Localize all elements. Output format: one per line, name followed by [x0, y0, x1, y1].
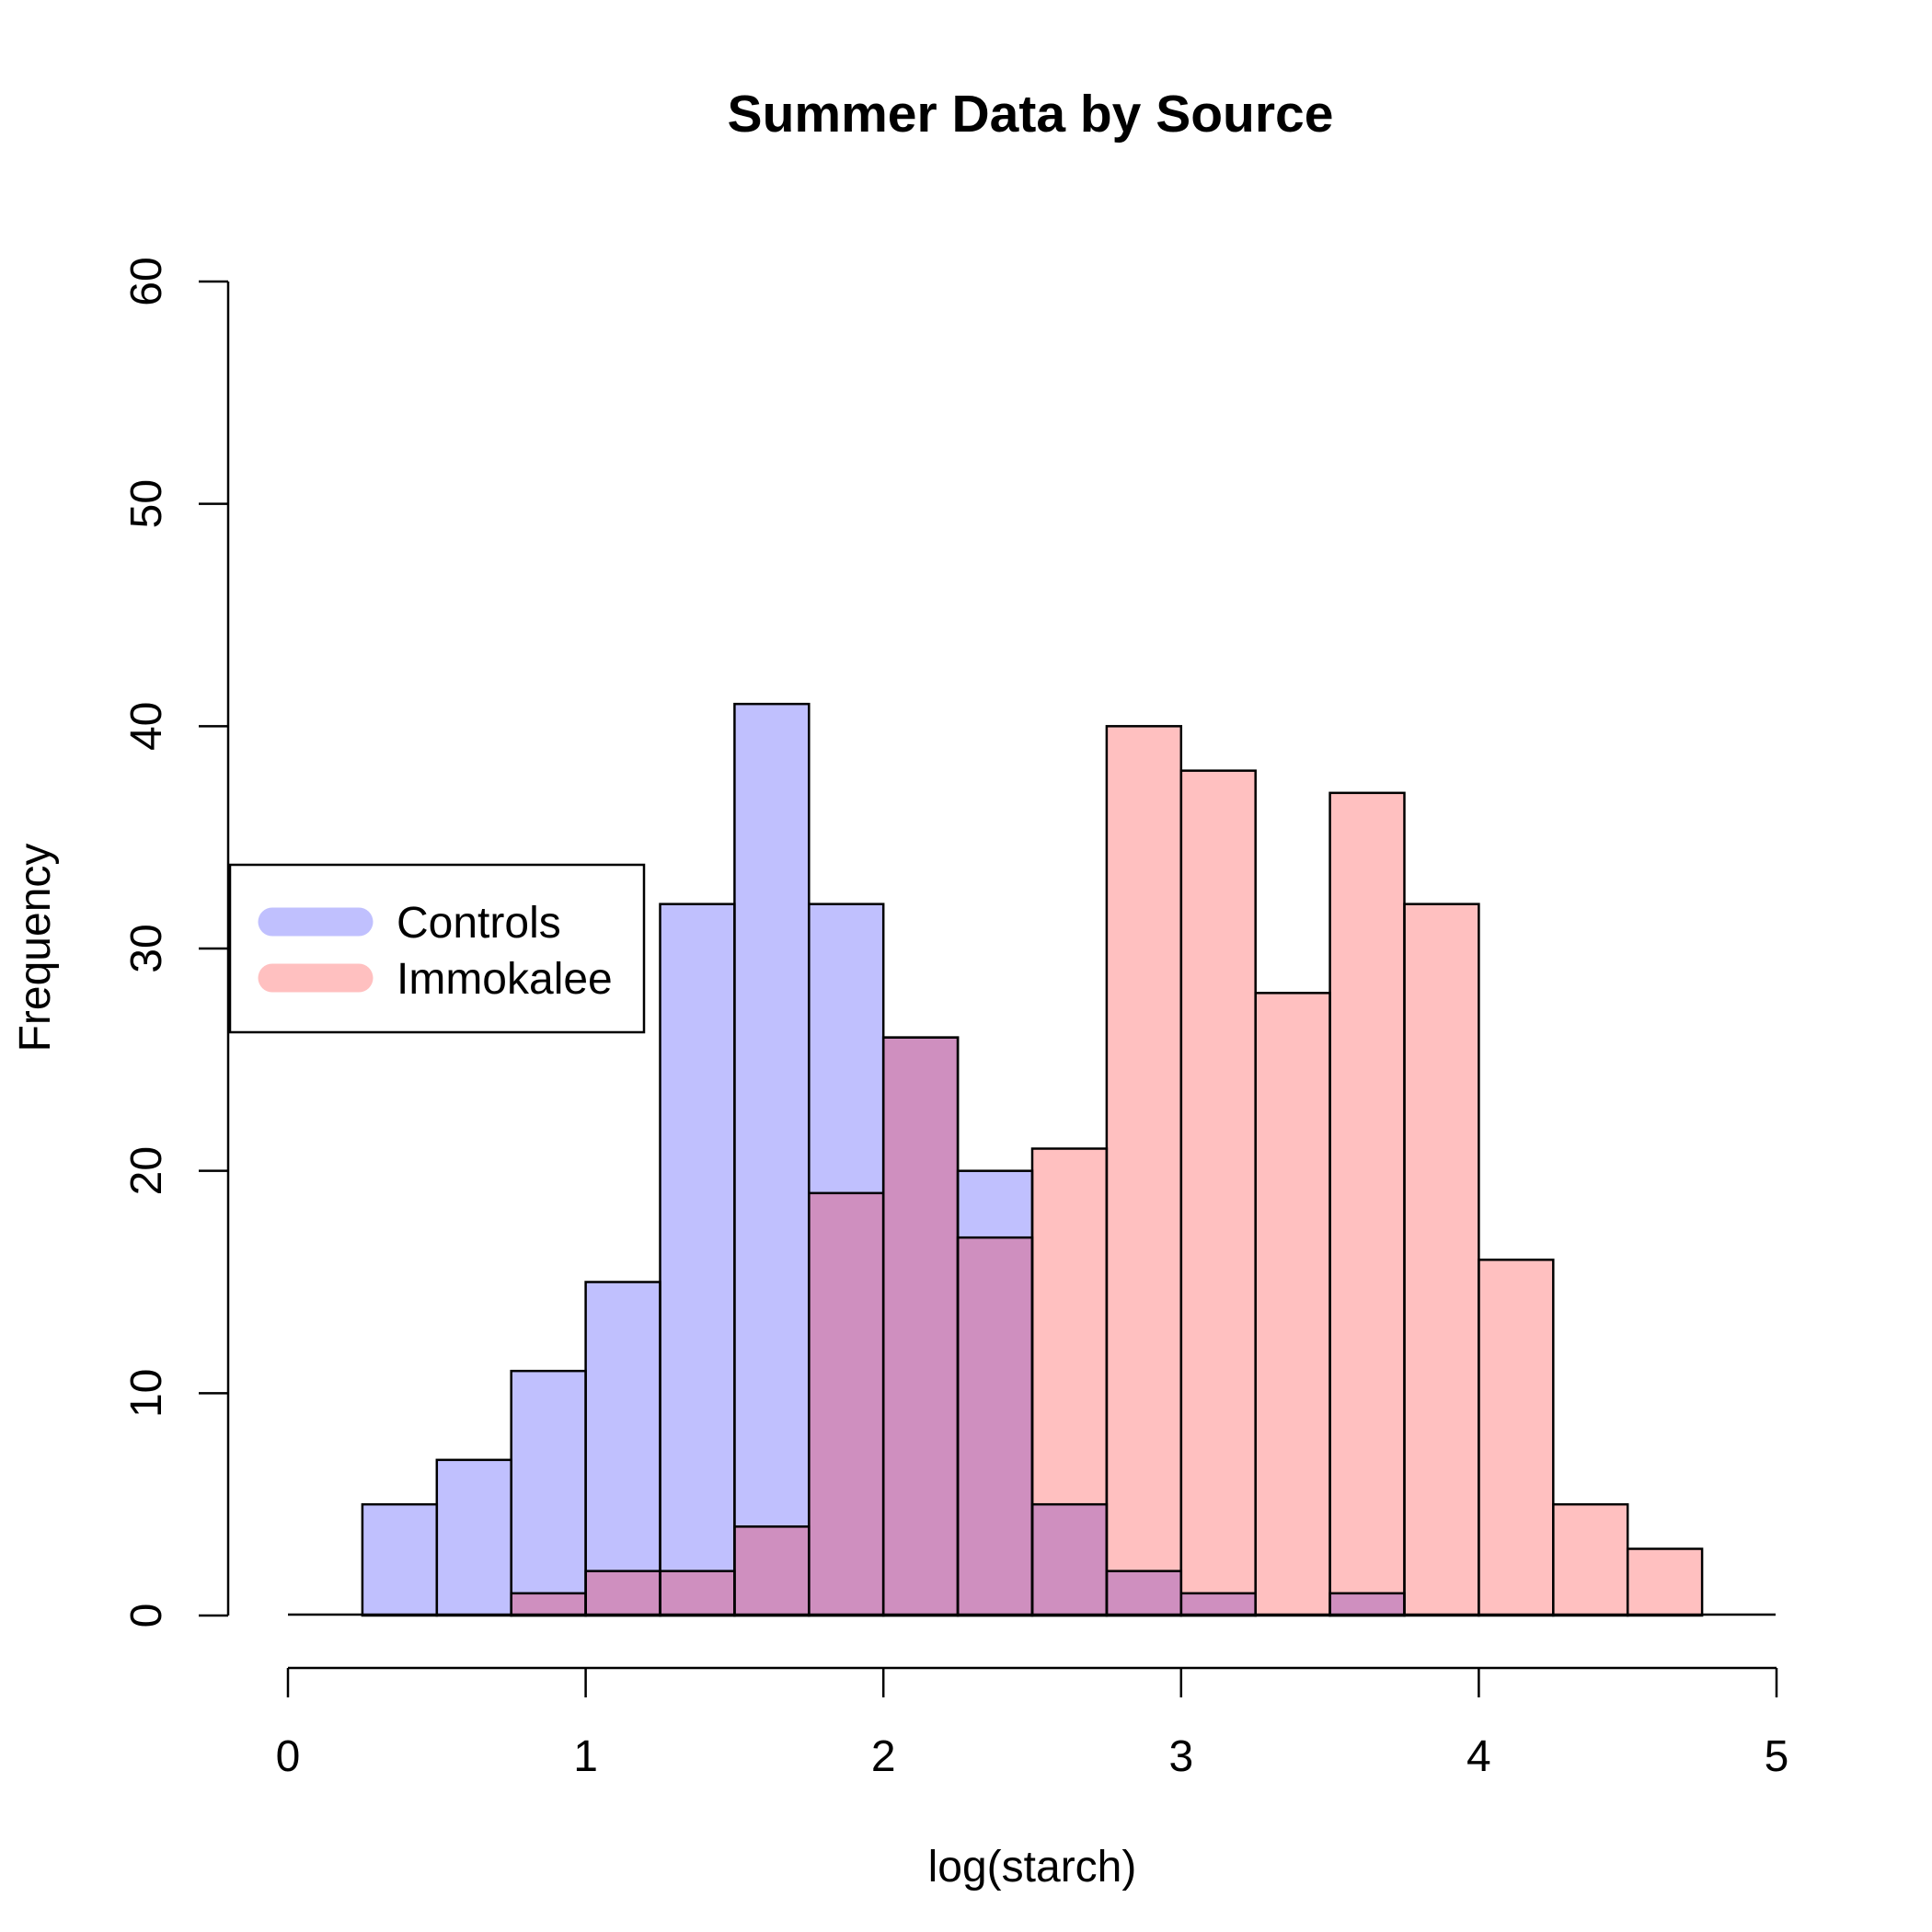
bar-immokalee-9	[1180, 770, 1256, 1616]
y-tick-label-20: 20	[122, 1146, 171, 1195]
bar-overlap-10	[1106, 1570, 1181, 1616]
bar-immokalee-13	[1478, 1259, 1554, 1616]
bar-immokalee-14	[1553, 1504, 1628, 1616]
legend-label-controls: Controls	[397, 899, 561, 948]
bar-controls-1	[436, 1459, 512, 1616]
bar-controls-5	[734, 704, 810, 1616]
x-axis: 0 1 2 3 4 5	[276, 1666, 1789, 1781]
x-tick-label-4: 4	[1466, 1732, 1491, 1781]
legend-label-immokalee: Immokalee	[397, 955, 613, 1004]
bar-overlap-3	[585, 1570, 661, 1616]
x-axis-label: log(starch)	[928, 1843, 1137, 1892]
legend-box	[228, 863, 646, 1034]
x-tick-label-1: 1	[573, 1732, 598, 1781]
bar-overlap-4	[660, 1570, 735, 1616]
bar-controls-2	[511, 1371, 586, 1616]
y-tick-label-10: 10	[122, 1369, 171, 1418]
y-tick-label-0: 0	[122, 1604, 171, 1628]
bar-overlap-5	[734, 1526, 810, 1616]
bar-immokalee-15	[1627, 1548, 1703, 1616]
bar-overlap-11	[1180, 1593, 1256, 1616]
x-tick-label-2: 2	[871, 1732, 896, 1781]
y-tick-label-60: 60	[122, 257, 171, 305]
bar-overlap-2	[511, 1593, 586, 1616]
y-axis: 0 10 20 30 40 50 60	[122, 257, 230, 1628]
x-tick-label-0: 0	[276, 1732, 301, 1781]
bar-immokalee-11	[1329, 792, 1405, 1616]
y-tick-label-40: 40	[122, 702, 171, 751]
bar-overlap-13	[1329, 1593, 1405, 1616]
bar-overlap-7	[883, 1037, 959, 1616]
bar-controls-3	[585, 1282, 661, 1616]
chart-title: Summer Data by Source	[728, 85, 1334, 144]
y-tick-label-30: 30	[122, 924, 171, 972]
bar-immokalee-8	[1106, 726, 1181, 1616]
bar-immokalee-12	[1404, 903, 1479, 1616]
legend: Controls Immokalee	[228, 863, 646, 1034]
bar-immokalee-10	[1255, 993, 1330, 1616]
x-tick-label-3: 3	[1168, 1732, 1193, 1781]
bar-controls-4	[660, 903, 735, 1616]
bar-overlap-9	[1032, 1504, 1107, 1616]
x-tick-label-5: 5	[1765, 1732, 1789, 1781]
bar-overlap-6	[809, 1192, 884, 1616]
bar-controls-0	[362, 1504, 437, 1616]
bars-layer	[361, 702, 1704, 1617]
bar-overlap-8	[958, 1237, 1032, 1616]
y-axis-label: Frequency	[11, 844, 60, 1052]
y-tick-label-50: 50	[122, 479, 171, 528]
